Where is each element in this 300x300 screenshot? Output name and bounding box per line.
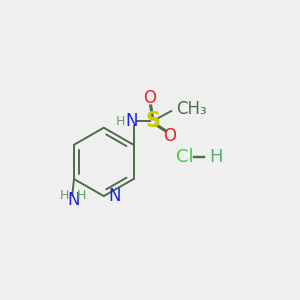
Text: H: H <box>60 189 69 202</box>
Text: S: S <box>146 111 161 131</box>
Text: N: N <box>125 112 137 130</box>
Text: O: O <box>143 89 156 107</box>
Text: H: H <box>116 115 125 128</box>
Text: H: H <box>210 148 223 166</box>
Text: O: O <box>164 127 177 145</box>
Text: Cl: Cl <box>176 148 193 166</box>
Text: H: H <box>76 189 86 202</box>
Text: N: N <box>67 191 80 209</box>
Text: N: N <box>108 187 120 205</box>
Text: CH₃: CH₃ <box>177 100 207 118</box>
